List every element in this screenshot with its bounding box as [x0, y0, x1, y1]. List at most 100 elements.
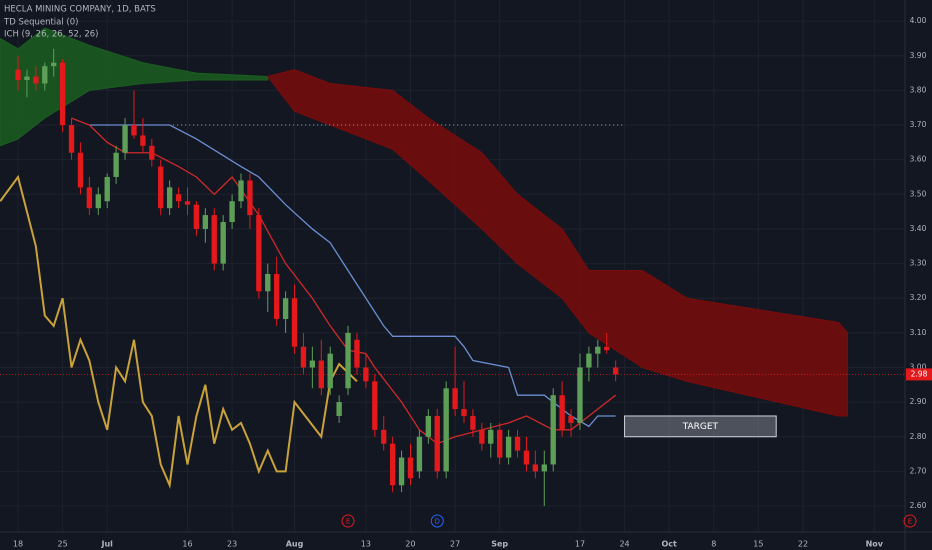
candle-body — [479, 429, 485, 444]
candle-body — [282, 298, 289, 319]
indicator-line — [0, 174, 358, 489]
candle-body — [470, 415, 476, 430]
candle-body — [256, 215, 262, 292]
candle-body — [291, 298, 298, 347]
y-tick-label: 3.10 — [910, 328, 927, 337]
candle-body — [247, 180, 253, 216]
candle-body — [514, 436, 521, 451]
candle-body — [425, 415, 432, 437]
target-label: TARGET — [682, 422, 719, 432]
candle-body — [389, 443, 396, 486]
candle-body — [595, 346, 601, 354]
candle-body — [461, 409, 467, 416]
candle-body — [523, 450, 530, 465]
event-label: E — [908, 518, 912, 526]
x-tick-label: 20 — [405, 540, 415, 549]
candle-body — [158, 166, 164, 209]
candle-body — [193, 204, 200, 229]
candle-body — [220, 222, 226, 264]
event-label: E — [346, 518, 350, 526]
candle-body — [122, 125, 128, 153]
y-tick-label: 2.90 — [910, 397, 927, 406]
x-tick-label: Nov — [866, 540, 884, 549]
candle-body — [372, 381, 378, 430]
x-tick-label: 22 — [798, 540, 808, 549]
candle-body — [211, 215, 217, 264]
candle-body — [541, 464, 547, 472]
x-tick-label: Oct — [661, 540, 677, 549]
chart-title: HECLA MINING COMPANY, 1D, BATS — [4, 5, 156, 15]
candle-body — [568, 415, 574, 423]
candle-body — [354, 339, 360, 368]
candle-body — [363, 367, 369, 382]
candle-body — [586, 353, 592, 368]
ichimoku-cloud — [0, 27, 269, 147]
price-tag-label: 2.98 — [911, 369, 928, 378]
price-tag — [906, 368, 932, 381]
candle-body — [532, 464, 539, 472]
candle-body — [113, 152, 119, 177]
x-tick-label: Sep — [491, 540, 508, 549]
candle-body — [59, 62, 66, 126]
candle-body — [416, 436, 423, 472]
candle-body — [274, 273, 280, 319]
candle-body — [265, 273, 271, 292]
candle-body — [327, 353, 333, 389]
y-tick-label: 3.00 — [910, 362, 927, 371]
plot-area — [0, 0, 905, 532]
x-tick-label: 8 — [711, 540, 716, 549]
candle-body — [604, 346, 610, 351]
candle-body — [381, 429, 387, 444]
target-box — [624, 415, 777, 438]
candle-body — [95, 194, 101, 209]
x-tick-label: 13 — [361, 540, 371, 549]
candle-body — [229, 201, 235, 223]
candle-body — [577, 367, 583, 423]
candle-body — [452, 388, 458, 410]
y-tick-label: 3.30 — [910, 259, 927, 268]
candle-body — [497, 429, 503, 458]
indicator-label: ICH (9, 26, 26, 52, 26) — [4, 30, 98, 40]
x-tick-label: 15 — [753, 540, 763, 549]
candle-body — [300, 346, 307, 368]
event-marker — [903, 514, 917, 528]
x-tick-label: 27 — [450, 540, 460, 549]
candle-body — [140, 135, 146, 146]
y-tick-label: 3.40 — [910, 224, 927, 233]
indicator-label: TD Sequential (0) — [3, 18, 78, 28]
y-tick-label: 4.00 — [910, 16, 927, 25]
x-tick-label: Aug — [286, 540, 304, 549]
candle-body — [166, 187, 173, 209]
x-tick-label: 17 — [575, 540, 585, 549]
y-tick-label: 3.50 — [910, 189, 927, 198]
candle-body — [131, 125, 137, 136]
candle-body — [559, 395, 565, 430]
candle-body — [238, 180, 244, 202]
candle-body — [68, 125, 75, 153]
candle-body — [612, 367, 619, 375]
candle-body — [407, 457, 414, 479]
candle-body — [505, 436, 512, 458]
candle-body — [184, 201, 191, 205]
candle-body — [488, 429, 494, 444]
y-tick-label: 2.70 — [910, 466, 927, 475]
x-tick-label: 23 — [227, 540, 237, 549]
y-tick-label: 3.80 — [910, 85, 927, 94]
candle-body — [309, 360, 316, 368]
candle-body — [398, 457, 405, 486]
candle-body — [443, 388, 449, 472]
x-tick-label: 25 — [58, 540, 68, 549]
y-tick-label: 2.80 — [910, 432, 927, 441]
x-tick-label: 18 — [13, 540, 23, 549]
candle-body — [24, 76, 30, 81]
candle-body — [336, 402, 342, 416]
candle-body — [77, 152, 84, 188]
x-tick-label: 16 — [182, 540, 192, 549]
candle-body — [550, 395, 556, 465]
candle-body — [33, 76, 39, 84]
candle-body — [42, 66, 48, 84]
candle-body — [86, 187, 93, 209]
y-tick-label: 3.70 — [910, 120, 927, 129]
